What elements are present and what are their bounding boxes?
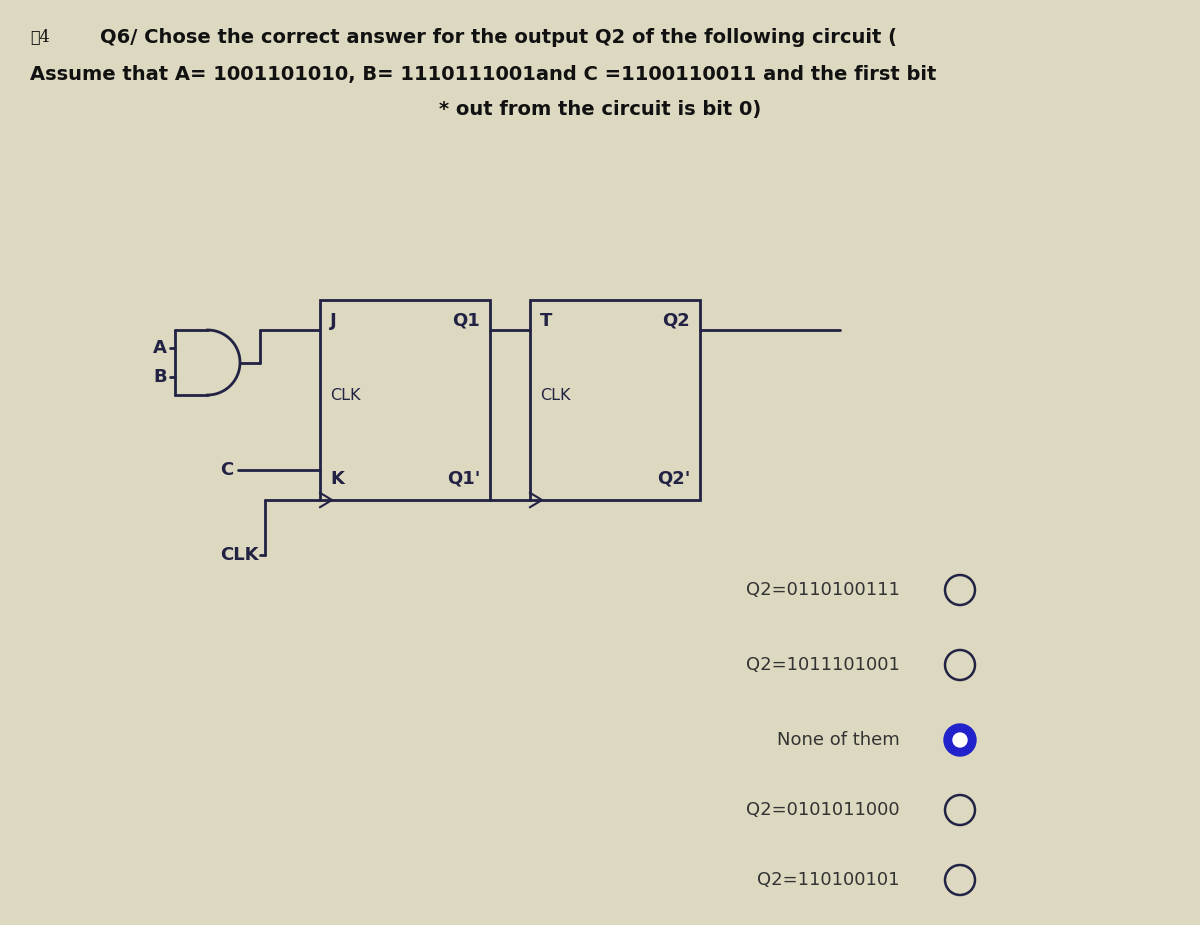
Text: K: K [330, 470, 344, 488]
Text: Q2=0110100111: Q2=0110100111 [746, 581, 900, 599]
Text: Q2=0101011000: Q2=0101011000 [746, 801, 900, 819]
Text: T: T [540, 312, 552, 330]
Text: ڃ4: ڃ4 [30, 28, 49, 45]
Text: C: C [220, 461, 233, 479]
Text: CLK: CLK [220, 546, 258, 564]
Text: Q2=110100101: Q2=110100101 [757, 871, 900, 889]
Circle shape [944, 724, 976, 756]
Bar [530, 300, 700, 500]
Text: Q1': Q1' [446, 470, 480, 488]
Text: CLK: CLK [330, 388, 360, 403]
Text: Q1: Q1 [452, 312, 480, 330]
Text: Q2=1011101001: Q2=1011101001 [746, 656, 900, 674]
Text: CLK: CLK [540, 388, 570, 403]
Text: Q6/ Chose the correct answer for the output Q2 of the following circuit (: Q6/ Chose the correct answer for the out… [100, 28, 898, 47]
Text: None of them: None of them [778, 731, 900, 749]
Text: Q2': Q2' [656, 470, 690, 488]
Text: * out from the circuit is bit 0): * out from the circuit is bit 0) [439, 100, 761, 119]
Text: J: J [330, 312, 337, 330]
Text: B: B [154, 368, 167, 386]
Text: Q2: Q2 [662, 312, 690, 330]
Bar [320, 300, 490, 500]
Circle shape [953, 733, 967, 747]
Text: Assume that A= 1001101010, B= 1110111001and C =1100110011 and the first bit: Assume that A= 1001101010, B= 1110111001… [30, 65, 936, 84]
Text: A: A [154, 339, 167, 357]
